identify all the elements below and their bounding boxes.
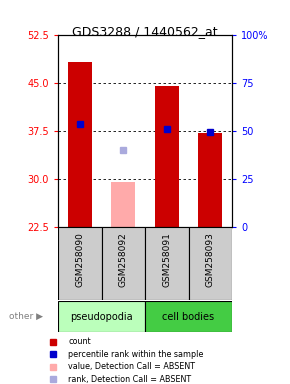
Bar [111, 182, 135, 227]
Text: percentile rank within the sample: percentile rank within the sample [68, 349, 204, 359]
Text: GDS3288 / 1440562_at: GDS3288 / 1440562_at [72, 25, 218, 38]
Bar [188, 227, 232, 300]
Text: GSM258093: GSM258093 [206, 232, 215, 287]
Text: GSM258092: GSM258092 [119, 232, 128, 287]
Bar [68, 62, 92, 227]
Text: pseudopodia: pseudopodia [70, 312, 133, 322]
Text: count: count [68, 337, 91, 346]
Bar [58, 301, 145, 332]
Bar [145, 227, 188, 300]
Bar [102, 227, 145, 300]
Bar [58, 227, 102, 300]
Text: cell bodies: cell bodies [162, 312, 215, 322]
Text: GSM258090: GSM258090 [75, 232, 84, 287]
Bar [198, 133, 222, 227]
Bar [145, 301, 232, 332]
Text: other ▶: other ▶ [9, 312, 43, 321]
Text: value, Detection Call = ABSENT: value, Detection Call = ABSENT [68, 362, 195, 371]
Text: rank, Detection Call = ABSENT: rank, Detection Call = ABSENT [68, 374, 191, 384]
Text: GSM258091: GSM258091 [162, 232, 171, 287]
Bar [155, 86, 179, 227]
